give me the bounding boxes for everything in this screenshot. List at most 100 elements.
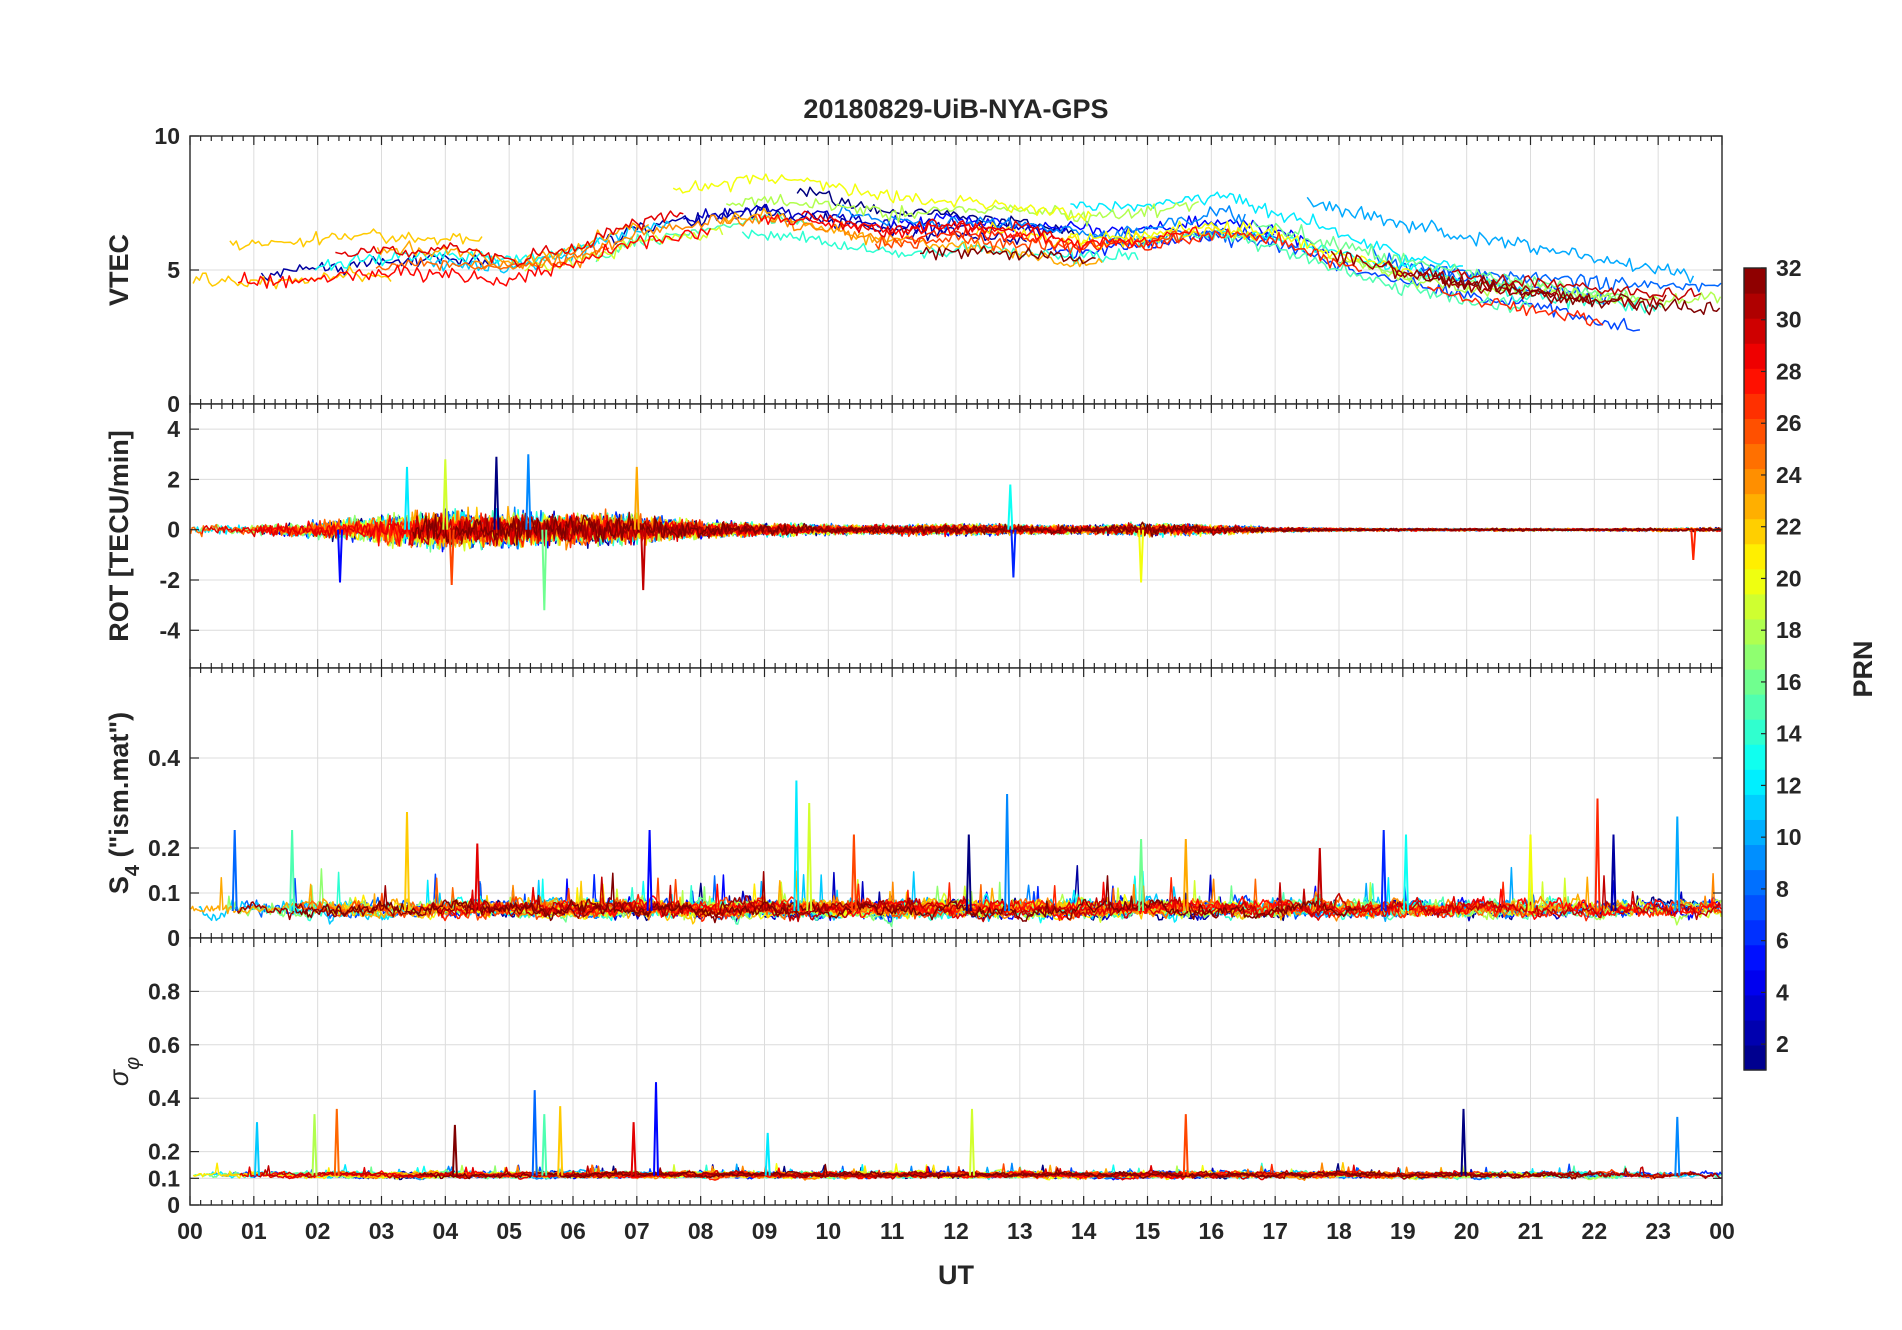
x-tick-label: 09 xyxy=(752,1218,778,1244)
colorbar-tick-label: 14 xyxy=(1776,721,1802,747)
x-tick-label: 00 xyxy=(177,1218,203,1244)
x-tick-label: 03 xyxy=(369,1218,395,1244)
colorbar-tick-label: 30 xyxy=(1776,307,1802,333)
spike-sigma-phi-10 xyxy=(969,1108,975,1176)
colorbar-swatch xyxy=(1744,568,1766,595)
x-ticks-sigma-phi xyxy=(189,938,1723,1206)
series-prn-30 xyxy=(1451,269,1702,301)
colorbar-swatch xyxy=(1744,944,1766,971)
colorbar-swatch xyxy=(1744,543,1766,570)
panel-s4: 0 0.1 0.2 0.4S4 ("ism.mat") xyxy=(104,667,1723,951)
colorbar-tick-label: 6 xyxy=(1776,928,1789,954)
colorbar-swatch xyxy=(1744,719,1766,745)
y-axis-label-rot: ROT [TECU/min] xyxy=(104,430,134,641)
series-prn-12 xyxy=(1070,191,1464,269)
series-prn-29 xyxy=(335,210,1055,267)
panel-rot: -4 -2 0 2 4 ROT [TECU/min] xyxy=(104,403,1723,669)
spike-rot-4 xyxy=(493,456,500,530)
y-tick-label-rot: 2 xyxy=(167,466,180,492)
spike-rot-10 xyxy=(1007,484,1014,530)
colorbar-swatch xyxy=(1744,318,1766,344)
spike-rot-6 xyxy=(541,529,548,611)
spike-s4-9 xyxy=(1004,793,1011,912)
spike-s4-18 xyxy=(1674,816,1681,912)
x-tick-label: 15 xyxy=(1135,1218,1161,1244)
spike-sigma-phi-4 xyxy=(531,1090,538,1176)
y-tick-label-s4: 0.1 xyxy=(148,880,180,906)
spike-sigma-phi-13 xyxy=(1674,1116,1681,1176)
y-axis-label-vtec: VTEC xyxy=(104,234,134,306)
x-tick-label: 02 xyxy=(305,1218,331,1244)
spike-sigma-phi-6 xyxy=(557,1106,564,1176)
x-tick-label: 19 xyxy=(1390,1218,1416,1244)
y-tick-label-rot: 0 xyxy=(167,517,180,543)
spike-rot-8 xyxy=(640,529,647,591)
y-tick-label-vtec: 0 xyxy=(167,391,180,417)
colorbar-tick-label: 18 xyxy=(1776,617,1802,643)
chart-title: 20180829-UiB-NYA-GPS xyxy=(803,94,1108,124)
colorbar-swatch xyxy=(1744,618,1766,645)
colorbar-frame xyxy=(1743,267,1767,1071)
spike-sigma-phi-12 xyxy=(1460,1108,1467,1176)
colorbar-label: PRN xyxy=(1848,640,1878,697)
colorbar-tick-label: 4 xyxy=(1776,979,1789,1005)
colorbar-swatch xyxy=(1744,844,1766,871)
x-tick-label: 14 xyxy=(1071,1218,1097,1244)
spike-s4-2 xyxy=(404,811,410,912)
spike-s4-4 xyxy=(646,829,653,912)
colorbar-swatch xyxy=(1744,744,1766,770)
spike-rot-9 xyxy=(1010,529,1017,578)
series-group-vtec xyxy=(192,173,1722,332)
spike-s4-5 xyxy=(793,780,800,912)
spike-sigma-phi-9 xyxy=(764,1132,771,1176)
y-tick-label-vtec: 10 xyxy=(154,123,180,149)
colorbar-tick-label: 10 xyxy=(1776,824,1802,850)
spike-rot-5 xyxy=(525,454,532,530)
y-tick-label-rot: -2 xyxy=(160,567,180,593)
y-tick-label-s4: 0.2 xyxy=(148,835,180,861)
colorbar-swatch xyxy=(1744,393,1766,419)
series-prn-32 xyxy=(919,245,1721,316)
spike-s4-10 xyxy=(1138,838,1145,912)
series-prn-32 xyxy=(412,513,1722,546)
colorbar-swatch xyxy=(1744,794,1766,820)
spike-s4-3 xyxy=(474,843,481,912)
spike-s4-17 xyxy=(1610,834,1617,912)
colorbar-tick-label: 22 xyxy=(1776,514,1802,540)
spike-s4-7 xyxy=(850,834,857,912)
colorbar-tick-label: 12 xyxy=(1776,772,1802,798)
colorbar-swatch xyxy=(1744,468,1766,495)
spike-s4-11 xyxy=(1182,838,1189,912)
colorbar-tick-label: 26 xyxy=(1776,410,1802,436)
spike-rot-0 xyxy=(337,529,343,583)
x-tick-label: 05 xyxy=(496,1218,522,1244)
spike-s4-14 xyxy=(1403,834,1409,912)
spike-s4-13 xyxy=(1380,829,1387,912)
spike-s4-16 xyxy=(1594,798,1601,912)
x-tick-label: 04 xyxy=(433,1218,459,1244)
spike-rot-1 xyxy=(404,466,410,530)
spike-s4-8 xyxy=(965,834,972,912)
colorbar-tick-label: 20 xyxy=(1776,565,1802,591)
spike-rot-12 xyxy=(1690,529,1697,560)
x-tick-label: 21 xyxy=(1518,1218,1544,1244)
colorbar-tick-label: 28 xyxy=(1776,358,1802,384)
x-tick-label: 06 xyxy=(560,1218,586,1244)
spike-sigma-phi-8 xyxy=(653,1082,659,1176)
spike-s4-6 xyxy=(806,802,813,912)
series-prn-25 xyxy=(375,244,610,272)
colorbar-swatch xyxy=(1744,994,1766,1021)
colorbar-tick-label: 8 xyxy=(1776,876,1789,902)
series-prn-30 xyxy=(257,1165,1716,1180)
x-tick-label: 16 xyxy=(1199,1218,1225,1244)
colorbar-swatch xyxy=(1744,493,1766,520)
x-tick-label: 23 xyxy=(1645,1218,1671,1244)
grid-vtec xyxy=(190,136,1722,404)
colorbar-swatch xyxy=(1744,894,1766,921)
series-prn-31 xyxy=(1330,249,1667,310)
x-tick-label: 07 xyxy=(624,1218,650,1244)
colorbar-swatch xyxy=(1744,368,1766,394)
colorbar-swatch xyxy=(1744,969,1766,996)
